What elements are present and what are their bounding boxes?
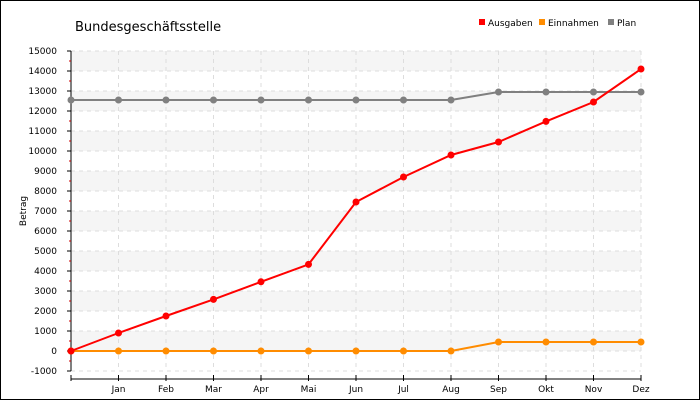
- y-tick-label: 12000: [28, 107, 57, 117]
- legend-swatch-plan: [608, 19, 614, 25]
- y-tick-label: 13000: [28, 87, 57, 97]
- legend-label-einnahmen: Einnahmen: [548, 19, 599, 29]
- legend-swatch-einnahmen: [539, 19, 545, 25]
- x-tick-label: Okt: [538, 385, 554, 395]
- y-tick-label: 5000: [34, 247, 57, 257]
- data-point-ausgaben: [67, 347, 75, 355]
- data-point-plan: [447, 96, 455, 104]
- x-tick-label: Feb: [158, 385, 174, 395]
- x-tick-label: Aug: [442, 385, 460, 395]
- data-point-plan: [495, 88, 502, 96]
- y-tick-label: 2000: [34, 307, 57, 317]
- data-point-einnahmen: [115, 347, 122, 355]
- y-tick-label: 8000: [34, 187, 57, 197]
- x-tick-label: Nov: [585, 385, 603, 395]
- data-point-ausgaben: [305, 260, 312, 268]
- chart-title: Bundesgeschäftsstelle: [75, 20, 222, 35]
- data-point-ausgaben: [447, 151, 455, 159]
- x-tick-label: Dez: [632, 385, 649, 395]
- y-tick-label: 3000: [34, 287, 57, 297]
- data-point-einnahmen: [542, 338, 550, 346]
- data-point-ausgaben: [495, 138, 502, 146]
- x-tick-label: Jan: [111, 385, 126, 395]
- data-point-ausgaben: [257, 278, 265, 286]
- data-point-plan: [590, 88, 597, 96]
- data-point-ausgaben: [162, 312, 170, 320]
- y-tick-label: 0: [51, 347, 57, 357]
- data-point-plan: [210, 96, 217, 104]
- data-point-einnahmen: [637, 338, 645, 346]
- data-point-ausgaben: [352, 198, 360, 206]
- data-point-ausgaben: [115, 329, 122, 337]
- y-tick-label: 9000: [34, 167, 57, 177]
- data-point-ausgaben: [542, 117, 550, 125]
- data-point-plan: [162, 96, 170, 104]
- y-axis-label: Betrag: [19, 196, 29, 226]
- y-tick-label: 6000: [34, 227, 57, 237]
- data-point-plan: [257, 96, 265, 104]
- y-tick-label: 4000: [34, 267, 57, 277]
- data-point-plan: [115, 96, 122, 104]
- data-point-ausgaben: [590, 98, 597, 106]
- x-tick-label: Jun: [348, 385, 363, 395]
- x-tick-label: Jul: [397, 385, 409, 395]
- data-point-einnahmen: [257, 347, 265, 355]
- data-point-ausgaben: [637, 65, 645, 73]
- x-tick-label: Mar: [205, 385, 222, 395]
- y-tick-label: 7000: [34, 207, 57, 217]
- data-point-einnahmen: [162, 347, 170, 355]
- y-tick-label: 11000: [28, 127, 57, 137]
- y-tick-label: -1000: [31, 367, 57, 377]
- y-tick-label: 10000: [28, 147, 57, 157]
- legend-label-plan: Plan: [617, 19, 636, 29]
- legend-swatch-ausgaben: [479, 19, 485, 25]
- data-point-plan: [400, 96, 407, 104]
- x-tick-label: Mai: [301, 385, 317, 395]
- data-point-einnahmen: [352, 347, 360, 355]
- data-point-einnahmen: [210, 347, 217, 355]
- data-point-einnahmen: [447, 347, 455, 355]
- data-point-einnahmen: [305, 347, 312, 355]
- y-tick-label: 14000: [28, 67, 57, 77]
- data-point-ausgaben: [210, 295, 217, 303]
- data-point-ausgaben: [400, 173, 407, 181]
- data-point-einnahmen: [495, 338, 502, 346]
- data-point-plan: [637, 88, 645, 96]
- data-point-plan: [542, 88, 550, 96]
- x-tick-label: Apr: [253, 385, 269, 395]
- x-tick-label: Sep: [490, 385, 507, 395]
- y-tick-label: 1000: [34, 327, 57, 337]
- data-point-plan: [67, 96, 75, 104]
- data-point-plan: [305, 96, 312, 104]
- data-point-einnahmen: [590, 338, 597, 346]
- legend-label-ausgaben: Ausgaben: [488, 19, 533, 29]
- data-point-einnahmen: [400, 347, 407, 355]
- y-tick-label: 15000: [28, 47, 57, 57]
- data-point-plan: [352, 96, 360, 104]
